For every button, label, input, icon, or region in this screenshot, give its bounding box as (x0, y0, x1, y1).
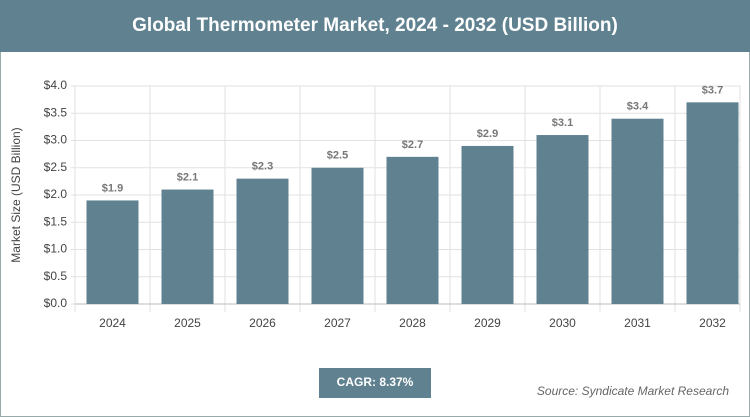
bar (686, 102, 739, 304)
y-tick-label: $1.0 (44, 242, 68, 256)
bar (236, 178, 289, 304)
x-tick-label: 2026 (249, 316, 276, 330)
y-tick-label: $2.0 (44, 187, 68, 201)
x-tick-label: 2032 (699, 316, 726, 330)
value-label: $2.7 (402, 139, 423, 151)
value-label: $3.7 (702, 84, 723, 96)
x-tick-label: 2028 (399, 316, 426, 330)
cagr-label: CAGR: 8.37% (337, 375, 414, 389)
y-tick-label: $0.0 (44, 296, 68, 310)
value-label: $2.3 (252, 161, 273, 173)
source-note: Source: Syndicate Market Research (537, 384, 729, 398)
title-banner (0, 0, 750, 52)
x-tick-label: 2029 (474, 316, 501, 330)
bar (161, 189, 214, 304)
x-tick-label: 2030 (549, 316, 576, 330)
value-label: $3.4 (627, 101, 649, 113)
y-tick-label: $1.5 (44, 214, 68, 228)
bar (611, 118, 664, 304)
bar (536, 135, 589, 304)
y-tick-label: $3.5 (44, 105, 68, 119)
y-tick-label: $0.5 (44, 269, 68, 283)
value-label: $2.5 (327, 150, 348, 162)
value-label: $2.9 (477, 128, 498, 140)
value-label: $2.1 (177, 171, 198, 183)
y-tick-label: $3.0 (44, 133, 68, 147)
x-tick-label: 2024 (99, 316, 126, 330)
y-tick-label: $4.0 (44, 78, 68, 92)
y-tick-label: $2.5 (44, 160, 68, 174)
value-label: $1.9 (102, 182, 123, 194)
bar (461, 145, 514, 304)
chart-title: Global Thermometer Market, 2024 - 2032 (… (132, 15, 618, 36)
x-tick-label: 2025 (174, 316, 201, 330)
bar (86, 200, 139, 304)
value-label: $3.1 (552, 117, 573, 129)
x-tick-label: 2031 (624, 316, 651, 330)
bar (311, 167, 364, 304)
y-axis-label: Market Size (USD Billion) (9, 127, 23, 262)
cagr-box (319, 368, 431, 398)
bar (386, 156, 439, 304)
x-tick-label: 2027 (324, 316, 351, 330)
